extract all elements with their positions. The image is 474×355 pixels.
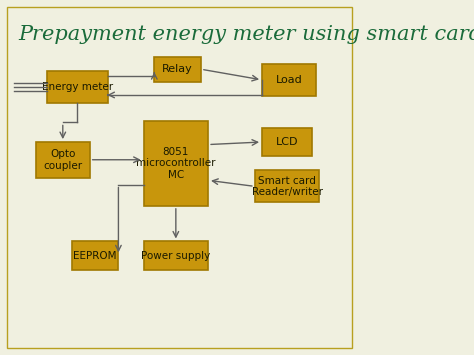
FancyBboxPatch shape bbox=[262, 128, 312, 156]
FancyBboxPatch shape bbox=[46, 71, 108, 103]
Text: Relay: Relay bbox=[162, 64, 193, 74]
Text: Opto
coupler: Opto coupler bbox=[43, 149, 82, 170]
FancyBboxPatch shape bbox=[144, 121, 208, 206]
Text: Energy meter: Energy meter bbox=[42, 82, 113, 92]
Text: 8051
microcontroller
MC: 8051 microcontroller MC bbox=[136, 147, 216, 180]
FancyBboxPatch shape bbox=[72, 241, 118, 270]
FancyBboxPatch shape bbox=[144, 241, 208, 270]
Text: LCD: LCD bbox=[276, 137, 298, 147]
FancyBboxPatch shape bbox=[262, 64, 316, 96]
Text: Prepayment energy meter using smart card: Prepayment energy meter using smart card bbox=[18, 25, 474, 44]
Text: EEPROM: EEPROM bbox=[73, 251, 117, 261]
Text: Load: Load bbox=[275, 75, 302, 85]
Text: Power supply: Power supply bbox=[141, 251, 210, 261]
FancyBboxPatch shape bbox=[36, 142, 90, 178]
FancyBboxPatch shape bbox=[155, 57, 201, 82]
Text: Smart card
Reader/writer: Smart card Reader/writer bbox=[252, 176, 323, 197]
FancyBboxPatch shape bbox=[255, 170, 319, 202]
